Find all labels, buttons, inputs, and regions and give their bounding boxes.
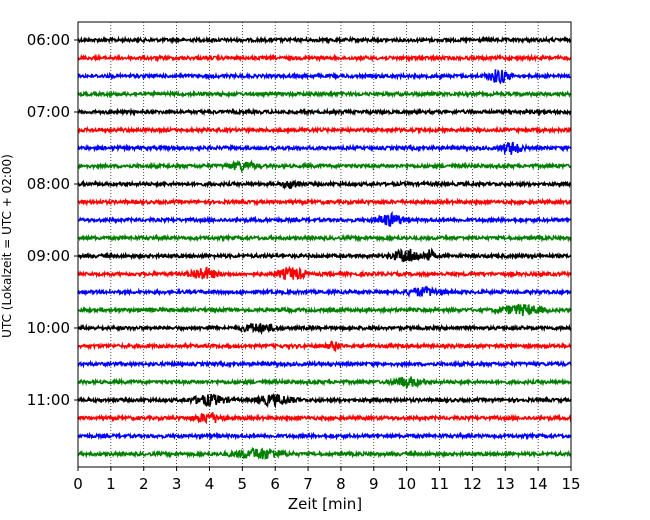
y-tick-label: 10:00 [27, 319, 70, 337]
x-tick-label: 15 [561, 475, 580, 493]
x-tick-label: 0 [73, 475, 83, 493]
x-tick-label: 10 [397, 475, 416, 493]
x-tick-label: 8 [336, 475, 346, 493]
x-axis-label: Zeit [min] [288, 495, 362, 513]
trace-line [77, 322, 572, 335]
plot-frame [77, 21, 572, 468]
trace-line [77, 392, 572, 409]
trace-line [77, 233, 572, 243]
trace-line [77, 285, 572, 298]
seismic-traces [77, 35, 572, 461]
y-tick-label: 07:00 [27, 103, 70, 121]
trace-line [77, 247, 572, 263]
trace-line [77, 69, 572, 85]
x-tick-label: 7 [303, 475, 313, 493]
x-tick-label: 9 [369, 475, 379, 493]
x-tick-label: 14 [529, 475, 548, 493]
x-tick-label: 13 [496, 475, 515, 493]
y-tick-label: 08:00 [27, 175, 70, 193]
trace-line [77, 340, 572, 353]
grid-lines [110, 22, 539, 467]
x-tick-label: 6 [270, 475, 280, 493]
x-tick-label: 2 [139, 475, 149, 493]
x-tick-label: 11 [430, 475, 449, 493]
trace-line [77, 159, 572, 174]
trace-line [77, 210, 572, 227]
trace-line [77, 89, 572, 99]
y-tick-label: 11:00 [27, 391, 70, 409]
trace-line [77, 125, 572, 135]
trace-line [77, 359, 572, 369]
x-axis-ticks: 0 1 2 3 4 5 6 7 8 9 10 11 12 13 14 15 [73, 467, 581, 493]
trace-line [77, 431, 572, 441]
x-tick-label: 12 [463, 475, 482, 493]
x-tick-label: 1 [106, 475, 116, 493]
x-tick-label: 3 [172, 475, 182, 493]
trace-line [77, 141, 572, 156]
trace-line [77, 35, 572, 45]
trace-line [77, 412, 572, 425]
x-tick-label: 5 [238, 475, 248, 493]
x-tick-label: 4 [205, 475, 215, 493]
trace-line [77, 265, 572, 281]
trace-line [77, 107, 572, 117]
y-axis-ticks: 06:00 07:00 08:00 09:00 10:00 11:00 [27, 31, 78, 409]
trace-line [77, 303, 572, 317]
y-axis-label: UTC (Lokalzeit = UTC + 02:00) [0, 154, 14, 338]
y-tick-label: 09:00 [27, 247, 70, 265]
trace-line [77, 197, 572, 207]
trace-line [77, 446, 572, 461]
trace-line [77, 376, 572, 389]
trace-line [77, 53, 572, 63]
trace-line [77, 179, 572, 190]
y-tick-label: 06:00 [27, 31, 70, 49]
